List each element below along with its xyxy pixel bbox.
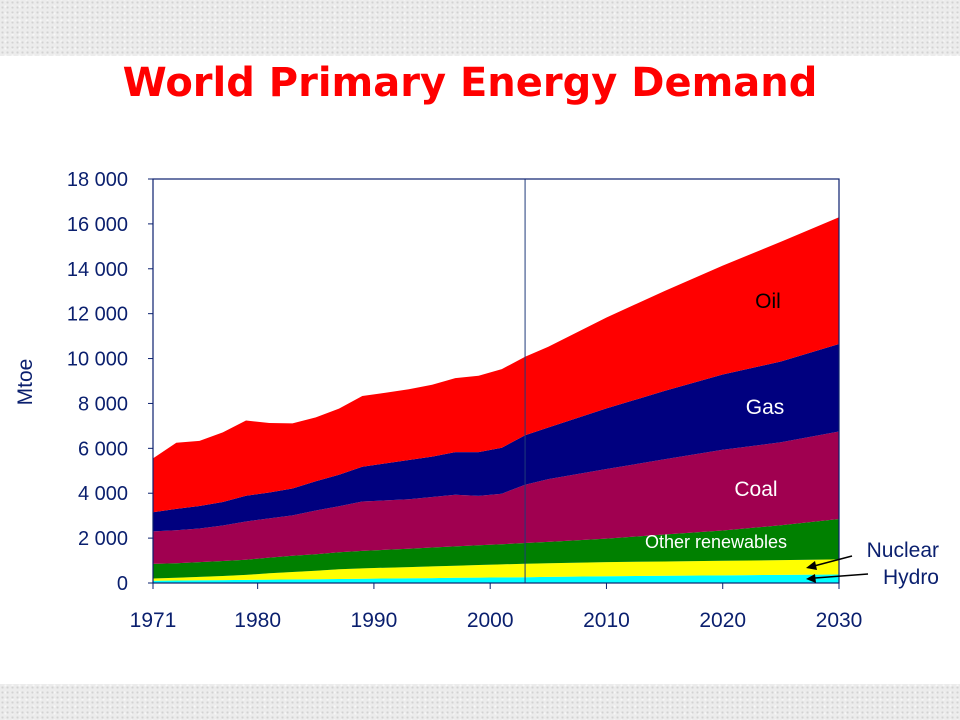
chart-title: World Primary Energy Demand — [122, 60, 818, 106]
x-tick-label: 1990 — [351, 609, 398, 632]
area-nuclear — [153, 559, 839, 581]
x-tick-label: 2000 — [467, 609, 514, 632]
area-coal — [153, 431, 839, 564]
area-label-gas: Gas — [746, 396, 785, 419]
callout-arrowhead-nuclear — [806, 561, 817, 570]
y-tick-label: 16 000 — [67, 214, 128, 236]
x-tick-label: 1971 — [130, 609, 177, 632]
area-other-renewables — [153, 519, 839, 579]
area-oil — [153, 217, 839, 513]
area-hydro — [153, 574, 839, 583]
area-gas — [153, 344, 839, 532]
y-tick-label: 4 000 — [78, 483, 128, 505]
x-tick-label: 2030 — [816, 609, 863, 632]
y-tick-label: 6 000 — [78, 438, 128, 460]
y-tick-label: 2 000 — [78, 528, 128, 550]
area-label-other-renewables: Other renewables — [645, 532, 787, 552]
callout-arrow-hydro — [814, 573, 869, 579]
x-tick-label: 2020 — [699, 609, 746, 632]
y-tick-label: 8 000 — [78, 393, 128, 415]
y-axis-label: Mtoe — [14, 359, 37, 406]
y-tick-label: 12 000 — [67, 304, 128, 326]
callout-label-nuclear: Nuclear — [867, 539, 939, 562]
callout-arrowhead-hydro — [806, 574, 816, 583]
x-tick-label: 1980 — [234, 609, 281, 632]
y-tick-label: 14 000 — [67, 259, 128, 281]
x-tick-label: 2010 — [583, 609, 630, 632]
area-label-coal: Coal — [734, 478, 777, 501]
callout-label-hydro: Hydro — [883, 566, 939, 589]
y-tick-label: 10 000 — [67, 349, 128, 371]
y-tick-label: 0 — [117, 573, 128, 595]
callout-arrow-nuclear — [813, 555, 853, 567]
plot-frame — [152, 178, 840, 584]
area-label-oil: Oil — [755, 290, 781, 313]
y-tick-label: 18 000 — [67, 169, 128, 191]
